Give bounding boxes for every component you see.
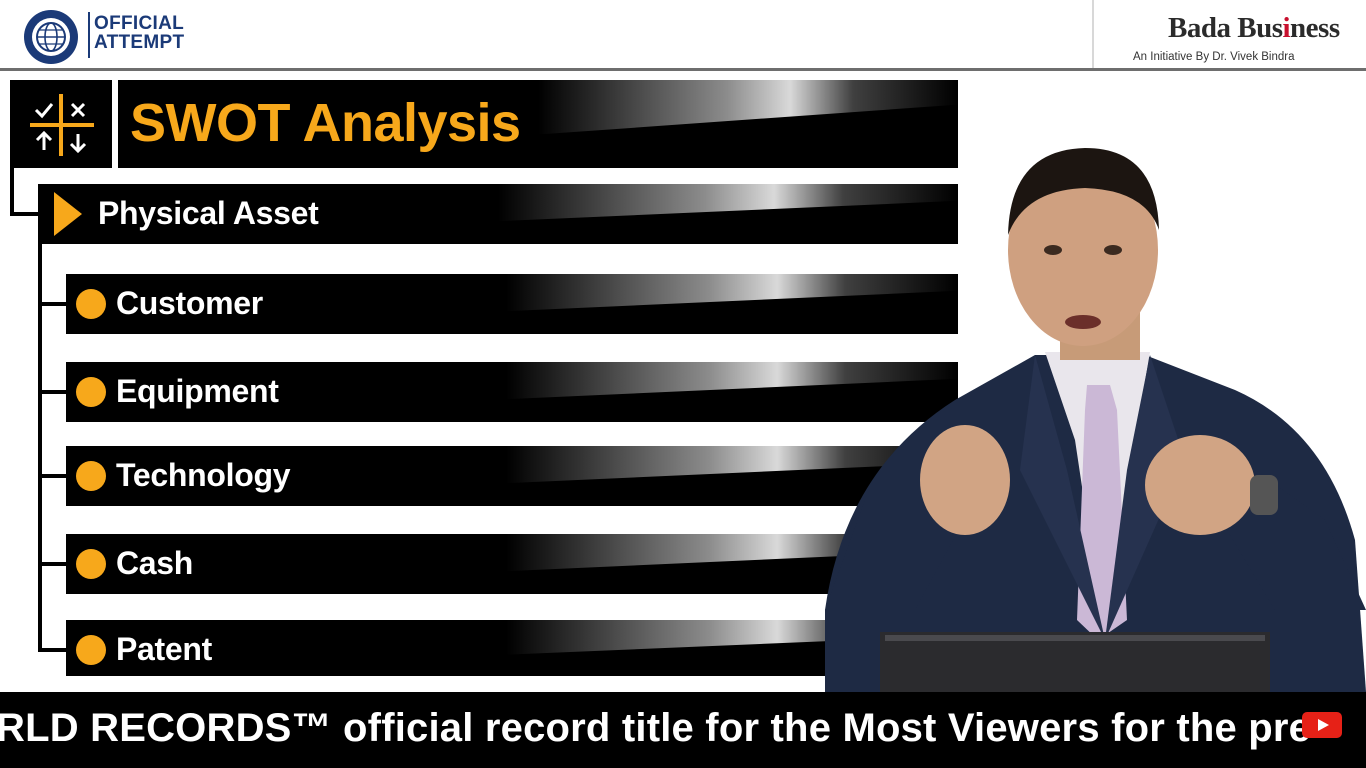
brand-divider <box>1092 0 1094 68</box>
gwr-official-attempt-badge: OFFICIAL ATTEMPT <box>94 14 184 52</box>
gwr-divider <box>88 12 90 58</box>
page-title: SWOT Analysis <box>130 93 521 153</box>
news-ticker: RLD RECORDS™ official record title for t… <box>0 692 1366 768</box>
item-label-patent: Patent <box>116 631 212 667</box>
brand-name-part-1: Bada Bus <box>1168 12 1283 44</box>
connector-line <box>38 648 68 652</box>
bullet-icon <box>76 549 106 579</box>
bullet-icon <box>76 461 106 491</box>
item-label-cash: Cash <box>116 545 194 581</box>
header-bar: OFFICIAL ATTEMPT Bada Business An Initia… <box>0 0 1366 71</box>
presenter-image <box>825 148 1366 692</box>
section-arrow-icon <box>54 192 82 236</box>
section-bar <box>38 184 958 244</box>
connector-line <box>38 474 68 478</box>
connector-line <box>38 562 68 566</box>
bullet-icon <box>76 377 106 407</box>
brand-logo: Bada Business <box>1168 12 1340 45</box>
brand-name-accent-letter: i <box>1282 12 1291 44</box>
item-label-equipment: Equipment <box>116 373 279 409</box>
list-item <box>66 534 958 594</box>
gwr-badge-line-2: ATTEMPT <box>94 32 185 53</box>
brand-name-part-2: ness <box>1290 12 1340 44</box>
guinness-world-records-globe-icon <box>24 10 78 64</box>
connector-line <box>38 302 68 306</box>
swot-grid-icon <box>10 80 112 168</box>
section-label: Physical Asset <box>98 195 319 231</box>
title-banner <box>118 80 958 168</box>
youtube-icon[interactable] <box>1302 712 1342 738</box>
item-label-customer: Customer <box>116 285 263 321</box>
connector-line <box>10 166 14 216</box>
bullet-icon <box>76 635 106 665</box>
list-item <box>66 274 958 334</box>
item-label-technology: Technology <box>116 457 291 493</box>
gwr-badge-line-1: OFFICIAL <box>94 13 184 34</box>
bullet-icon <box>76 289 106 319</box>
list-item <box>66 446 958 506</box>
connector-line <box>38 390 68 394</box>
ticker-text: RLD RECORDS™ official record title for t… <box>0 706 1312 750</box>
list-item <box>66 362 958 422</box>
brand-tagline: An Initiative By Dr. Vivek Bindra <box>1133 51 1295 63</box>
connector-line <box>38 240 42 650</box>
connector-line <box>10 212 46 216</box>
